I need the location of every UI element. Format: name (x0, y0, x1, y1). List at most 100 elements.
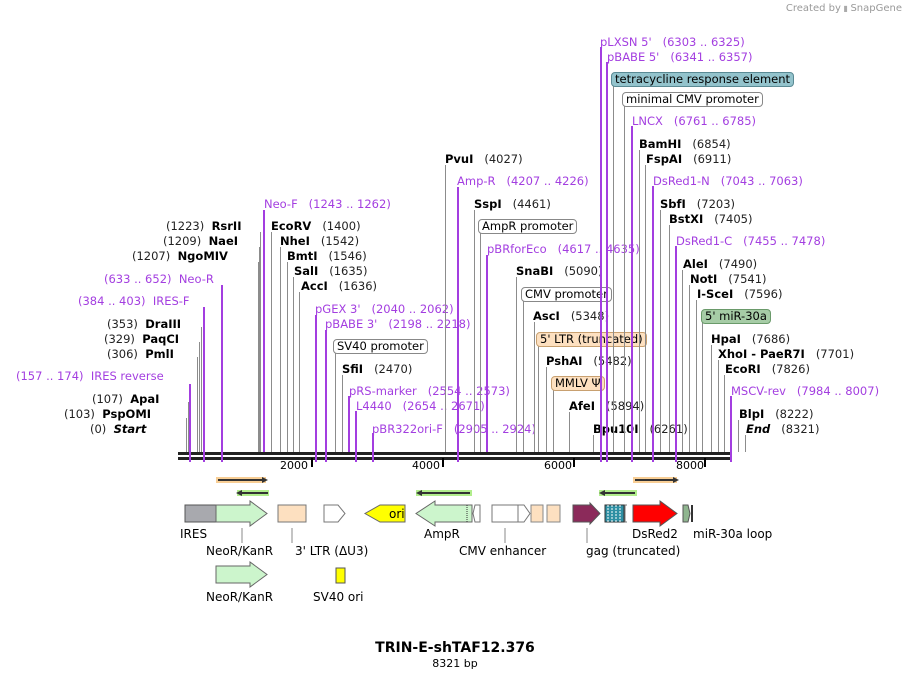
feature-ires[interactable] (184, 504, 217, 523)
enzyme-pvui[interactable]: PvuI (4027) (445, 152, 523, 166)
feature-mir30a[interactable] (682, 504, 691, 523)
primer-dsred1-n[interactable]: DsRed1-N (7043 .. 7063) (653, 174, 803, 188)
feature-box-mmlv-psi[interactable]: MMLV Ψ (551, 376, 605, 391)
enzyme-bamhi[interactable]: BamHI (6854) (639, 137, 731, 151)
primer-dsred1-c[interactable]: DsRed1-C (7455 .. 7478) (676, 234, 826, 248)
feature-box-ampr-promoter[interactable]: AmpR promoter (478, 219, 578, 234)
feature-gag-truncated[interactable] (572, 501, 601, 526)
enzyme-sspi[interactable]: SspI (4461) (474, 197, 551, 211)
enzyme-pspomi[interactable]: (103) PspOMI (64, 407, 152, 421)
primer-pbr322ori-f[interactable]: pBR322ori-F (2905 .. 2924) (372, 422, 536, 436)
enzyme-blpi[interactable]: BlpI (8222) (739, 407, 814, 421)
enzyme-bpu10i[interactable]: Bpu10I (6261) (593, 422, 688, 436)
leader-noti (689, 285, 690, 452)
enzyme-pshai[interactable]: PshAI (5482) (546, 354, 632, 368)
enzyme-noti[interactable]: NotI (7541) (690, 272, 767, 286)
enzyme-ecori[interactable]: EcoRI (7826) (725, 362, 810, 376)
enzyme-ecorv[interactable]: EcoRV (1400) (271, 219, 361, 233)
feature-sv40-ori[interactable] (335, 567, 346, 584)
map-title: TRIN-E-shTAF12.376 (375, 640, 535, 656)
leader-sbfi (660, 210, 661, 452)
feature-minimal-cmv[interactable] (624, 504, 627, 523)
leader-fspai (645, 165, 646, 452)
enzyme-xhoi-paer7i[interactable]: XhoI - PaeR7I (7701) (718, 347, 855, 361)
enzyme-naei[interactable]: (1209) NaeI (163, 234, 239, 248)
leader-sv40-promoter (335, 352, 336, 452)
feature-cmv-enhancer[interactable] (491, 504, 519, 523)
primer-l4440[interactable]: L4440 (2654 .. 2671) (356, 399, 485, 413)
leader-tre (613, 86, 614, 452)
enzyme-sbfi[interactable]: SbfI (7203) (660, 197, 736, 211)
feature-box-cmv-promoter[interactable]: CMV promoter (521, 287, 612, 302)
primer-pbabe5[interactable]: pBABE 5' (6341 .. 6357) (607, 50, 753, 64)
enzyme-pmli[interactable]: (306) PmlI (107, 347, 174, 361)
enzyme-i-scei[interactable]: I-SceI (7596) (697, 287, 783, 301)
primer-line-dsred1-c (675, 246, 677, 462)
tick-8000 (704, 458, 706, 467)
enzyme-draiii[interactable]: (353) DraIII (107, 317, 182, 331)
leader-bmti (287, 262, 288, 452)
orf-arrow-reverse-1[interactable] (236, 490, 269, 496)
feature-box-5mir30a[interactable]: 5' miR-30a (701, 309, 771, 324)
enzyme-paqci[interactable]: (329) PaqCI (104, 332, 180, 346)
enzyme-sfii[interactable]: SfiI (2470) (342, 362, 413, 376)
enzyme-bstxi[interactable]: BstXI (7405) (669, 212, 753, 226)
primer-mscv-rev[interactable]: MSCV-rev (7984 .. 8007) (731, 384, 880, 398)
orf-arrow-forward-2[interactable] (633, 477, 679, 483)
enzyme-acci[interactable]: AccI (1636) (301, 279, 378, 293)
primer-plxsn5[interactable]: pLXSN 5' (6303 .. 6325) (600, 35, 745, 49)
orf-arrow-forward-1[interactable] (216, 477, 268, 483)
orf-arrow-reverse-3[interactable] (599, 490, 637, 496)
feature-box-tre[interactable]: tetracycline response element (611, 72, 795, 87)
orf-arrow-reverse-2[interactable] (416, 490, 472, 496)
feature-sv40-promoter-arrow[interactable] (323, 504, 346, 523)
leader-mmlv-psi (553, 389, 554, 452)
primer-ires-reverse[interactable]: (157 .. 174) IRES reverse (16, 369, 164, 383)
feature-tre[interactable] (604, 504, 625, 523)
feature-ampr[interactable] (415, 500, 473, 527)
primer-ires-f[interactable]: (384 .. 403) IRES-F (78, 294, 190, 308)
primer-neo-r[interactable]: (633 .. 652) Neo-R (104, 272, 214, 286)
enzyme-hpai[interactable]: HpaI (7686) (711, 332, 791, 346)
feature-neor-kanr[interactable] (215, 500, 268, 527)
enzyme-afei[interactable]: AfeI (5894) (569, 399, 645, 413)
feature-box-sv40-promoter[interactable]: SV40 promoter (333, 339, 428, 354)
primer-pbabe3[interactable]: pBABE 3' (2198 .. 2218) (325, 317, 471, 331)
primer-pbrforeco[interactable]: pBRforEco (4617 .. 4635) (487, 242, 640, 256)
enzyme-snabi[interactable]: SnaBI (5090) (516, 264, 603, 278)
leader-rsrii (260, 232, 261, 452)
primer-prs-marker[interactable]: pRS-marker (2554 .. 2573) (349, 384, 510, 398)
enzyme-alei[interactable]: AleI (7490) (683, 257, 758, 271)
leader-end (745, 435, 746, 452)
primer-neo-f[interactable]: Neo-F (1243 .. 1262) (264, 197, 391, 211)
enzyme-fspai[interactable]: FspAI (6911) (646, 152, 732, 166)
sequence-backbone-top (178, 452, 732, 455)
primer-lncx[interactable]: LNCX (6761 .. 6785) (632, 114, 757, 128)
feature-neor-kanr-2[interactable] (215, 561, 268, 588)
enzyme-rsrii[interactable]: (1223) RsrII (166, 219, 242, 233)
enzyme-apai[interactable]: (107) ApaI (92, 392, 160, 406)
enzyme-sali[interactable]: SalI (1635) (294, 264, 368, 278)
feature-box-minimal-cmv[interactable]: minimal CMV promoter (622, 92, 763, 107)
enzyme-nhei[interactable]: NheI (1542) (280, 234, 360, 248)
leader-5mir30a (702, 322, 703, 452)
enzyme-end[interactable]: End (8321) (746, 422, 820, 436)
primer-amp-r[interactable]: Amp-R (4207 .. 4226) (457, 174, 589, 188)
feature-label-ampr: AmpR (424, 527, 460, 541)
feature-5ltr[interactable] (530, 504, 544, 523)
feature-ampr-promoter[interactable] (472, 504, 481, 523)
feature-3ltr[interactable] (277, 504, 307, 523)
enzyme-asci[interactable]: AscI (5348) (533, 309, 610, 323)
feature-label-neor-kanr-2: NeoR/KanR (206, 590, 274, 604)
feature-dsred2[interactable] (632, 500, 678, 527)
enzyme-bmti[interactable]: BmtI (1546) (287, 249, 367, 263)
leader-minimal-cmv (624, 106, 625, 452)
primer-pgex3[interactable]: pGEX 3' (2040 .. 2062) (315, 302, 454, 316)
feature-box-5ltr-truncated[interactable]: 5' LTR (truncated) (536, 332, 647, 347)
feature-ori[interactable] (363, 504, 406, 523)
leader-ecorv (271, 232, 272, 452)
enzyme-start[interactable]: (0) Start (90, 422, 147, 436)
enzyme-ngomiv[interactable]: (1207) NgoMIV (132, 249, 228, 263)
feature-cmv-promoter[interactable] (517, 504, 531, 523)
feature-mmlv-psi[interactable] (546, 504, 561, 523)
